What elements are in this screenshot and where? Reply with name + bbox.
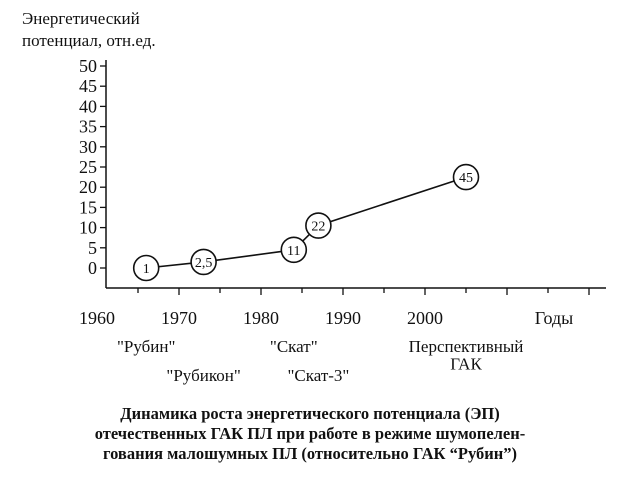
data-point: [132, 254, 160, 282]
data-point: [280, 236, 308, 264]
y-tick-label: 20: [79, 177, 97, 197]
x-axis-label: Годы: [535, 308, 574, 328]
x-tick-label: 1970: [161, 308, 197, 328]
y-tick-label: 0: [88, 258, 97, 278]
data-point-label: 22: [311, 220, 325, 235]
x-tick-label: 1960: [79, 308, 115, 328]
chart: Энергетический потенциал, отн.ед. 051015…: [22, 9, 606, 385]
y-axis-label-line-1: Энергетический: [22, 9, 140, 28]
y-axis-label-line-2: потенциал, отн.ед.: [22, 31, 156, 50]
x-tick-label: 1990: [325, 308, 361, 328]
category-label: "Рубикон": [166, 366, 240, 385]
caption-line-2: отечественных ГАК ПЛ при работе в режиме…: [94, 424, 526, 443]
category-label: Перспективный: [409, 337, 524, 356]
category-label: "Скат-3": [287, 366, 349, 385]
y-tick-label: 40: [79, 96, 97, 116]
figure-caption: Динамика роста энергетического потенциал…: [60, 404, 560, 464]
x-tick-label: 1980: [243, 308, 279, 328]
caption-line-1: Динамика роста энергетического потенциал…: [120, 404, 500, 423]
category-label: "Рубин": [117, 337, 175, 356]
axes: [105, 60, 606, 289]
category-label: ГАК: [450, 354, 482, 373]
y-tick-label: 10: [79, 218, 97, 238]
data-point-label: 45: [459, 171, 473, 186]
data-point-label: 11: [287, 244, 300, 259]
x-tick-label: 2000: [407, 308, 443, 328]
y-tick-label: 30: [79, 137, 97, 157]
y-tick-label: 25: [79, 157, 97, 177]
data-point: [190, 248, 217, 276]
category-label: "Скат": [270, 337, 318, 356]
data-point-label: 2,5: [195, 256, 213, 271]
y-tick-label: 15: [79, 197, 97, 217]
data-point: [305, 212, 332, 239]
y-tick-label: 50: [79, 56, 97, 76]
caption-line-3: гования малошумных ПЛ (относительно ГАК …: [103, 444, 517, 463]
y-tick-label: 45: [79, 76, 97, 96]
data-point-label: 1: [143, 262, 150, 277]
y-tick-label: 35: [79, 117, 97, 137]
category-labels: "Рубин" "Рубикон" "Скат" "Скат-3" Перспектив…: [117, 337, 523, 385]
x-ticks: 1960 1970 1980 1990 2000: [79, 288, 590, 328]
y-tick-label: 5: [88, 238, 97, 258]
data-point: [452, 163, 480, 191]
series: 1 2,5 11 22 45: [132, 163, 480, 282]
